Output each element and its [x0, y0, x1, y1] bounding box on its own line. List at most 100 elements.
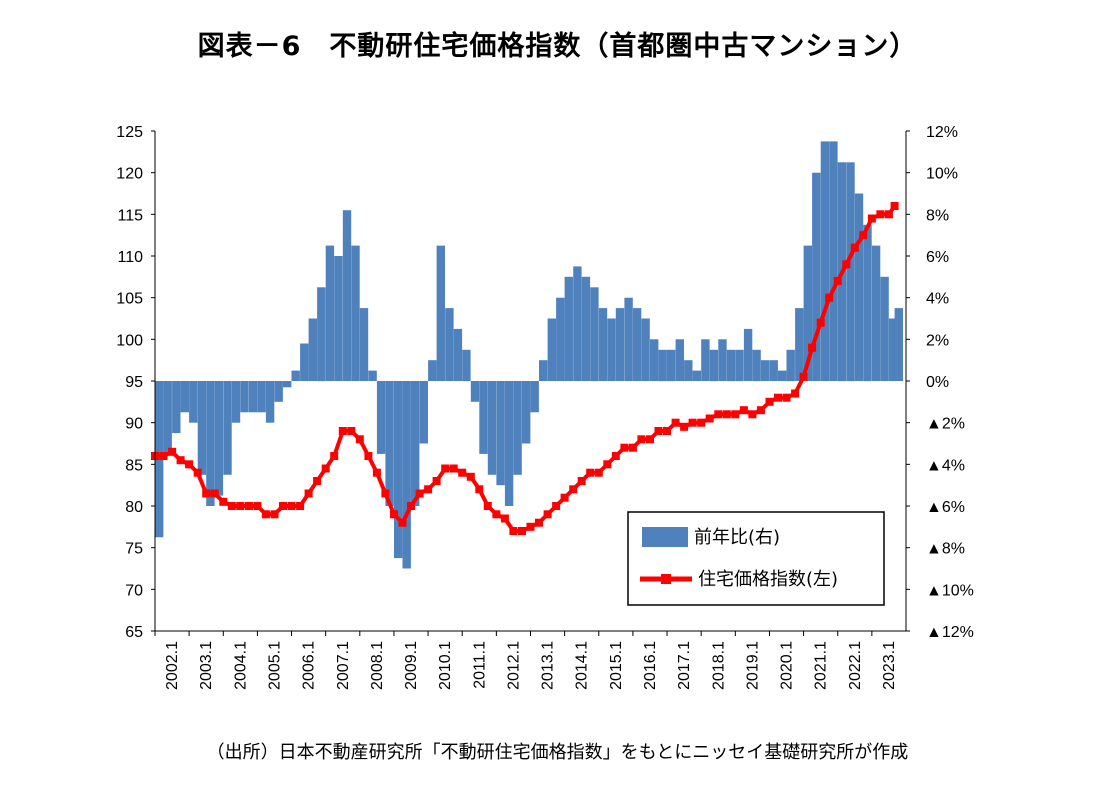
x-tick-label: 2016.1	[642, 641, 659, 690]
bar	[172, 381, 181, 434]
bar	[880, 276, 889, 381]
bar	[667, 349, 676, 382]
line-point	[279, 502, 287, 510]
line-point	[663, 427, 671, 435]
x-tick-label: 2005.1	[267, 641, 284, 690]
line-point	[680, 422, 689, 431]
x-tick-label: 2002.1	[164, 641, 181, 690]
bar	[265, 381, 275, 423]
bar	[351, 245, 360, 381]
bar	[718, 339, 727, 381]
line-point	[168, 447, 177, 456]
line-point	[398, 518, 407, 527]
bar	[197, 381, 207, 475]
x-tick-label: 2021.1	[813, 641, 830, 690]
line-point	[774, 393, 782, 402]
line-point	[586, 468, 595, 477]
left-tick-label: 120	[116, 166, 143, 183]
line-point	[765, 397, 774, 406]
bar	[530, 381, 539, 413]
left-tick-label: 80	[125, 499, 143, 516]
bar	[846, 162, 855, 382]
bar	[829, 141, 838, 381]
bar	[803, 245, 812, 381]
bar	[778, 370, 787, 381]
line-point	[227, 502, 236, 510]
line-point	[321, 464, 330, 473]
x-tick-label: 2003.1	[198, 641, 215, 690]
bar	[658, 349, 667, 382]
line-point	[714, 410, 723, 419]
line-point	[782, 393, 791, 402]
line-point	[381, 489, 390, 498]
bar	[641, 318, 650, 381]
right-axis-ticks: 12% 10% 8% 6% 4% 2% 0% ▲2% ▲4% ▲6% ▲8% ▲10% ▲12%	[906, 124, 974, 641]
bar	[394, 381, 403, 559]
right-tick-label: 0%	[926, 374, 949, 391]
bar	[522, 381, 531, 444]
line-point	[347, 427, 356, 435]
right-tick-label: ▲2%	[926, 416, 965, 433]
right-tick-label: ▲12%	[926, 624, 974, 641]
x-tick-label: 2009.1	[403, 641, 420, 690]
left-tick-label: 105	[116, 291, 143, 308]
bar	[283, 381, 292, 388]
bar	[402, 381, 411, 569]
line-point	[620, 443, 629, 452]
bar	[709, 349, 719, 382]
line-point	[509, 527, 518, 535]
line-point	[791, 389, 800, 398]
line-point	[842, 260, 851, 269]
bar	[274, 381, 283, 402]
line-point	[253, 502, 262, 510]
bar	[581, 276, 591, 381]
bar	[189, 381, 198, 423]
right-tick-label: 10%	[926, 166, 958, 183]
line-point	[646, 435, 654, 444]
bar	[479, 381, 488, 454]
bar	[325, 245, 335, 381]
right-tick-label: 6%	[926, 249, 949, 266]
legend-bar-swatch	[642, 527, 688, 547]
chart-title: 図表－6 不動研住宅価格指数（首都圏中古マンション）	[197, 31, 918, 62]
line-point	[313, 477, 322, 485]
bar	[470, 381, 480, 402]
right-tick-label: 4%	[926, 291, 949, 308]
bar	[342, 210, 352, 381]
line-point	[628, 443, 637, 452]
line-point	[577, 477, 586, 485]
legend: 前年比(右) 住宅価格指数(左)	[627, 511, 885, 606]
line-point	[193, 468, 202, 477]
line-point	[688, 418, 697, 427]
left-tick-label: 100	[116, 332, 143, 349]
bar	[513, 381, 522, 475]
bar	[257, 381, 266, 413]
bar	[735, 349, 744, 382]
left-tick-label: 125	[116, 124, 143, 141]
left-tick-label: 75	[125, 541, 143, 558]
line-point	[552, 502, 561, 510]
line-point	[560, 493, 569, 502]
line-point	[432, 477, 441, 485]
x-tick-label: 2013.1	[540, 641, 557, 690]
bar	[206, 381, 215, 506]
line-point	[748, 410, 757, 419]
left-tick-label: 65	[125, 624, 143, 641]
bar	[726, 349, 736, 382]
left-tick-label: 95	[125, 374, 143, 391]
line-point	[466, 472, 475, 481]
line-point	[569, 485, 578, 494]
x-tick-label: 2015.1	[608, 641, 625, 690]
x-tick-label: 2007.1	[335, 641, 352, 690]
line-point	[756, 406, 765, 415]
bar	[291, 370, 300, 381]
line-point	[890, 202, 899, 210]
line-point	[449, 464, 458, 473]
bar	[624, 297, 633, 381]
line-point	[543, 510, 552, 519]
line-point	[219, 497, 228, 506]
line-point	[261, 510, 270, 519]
bar	[854, 193, 864, 381]
line-point	[441, 464, 450, 473]
bar	[317, 287, 326, 382]
